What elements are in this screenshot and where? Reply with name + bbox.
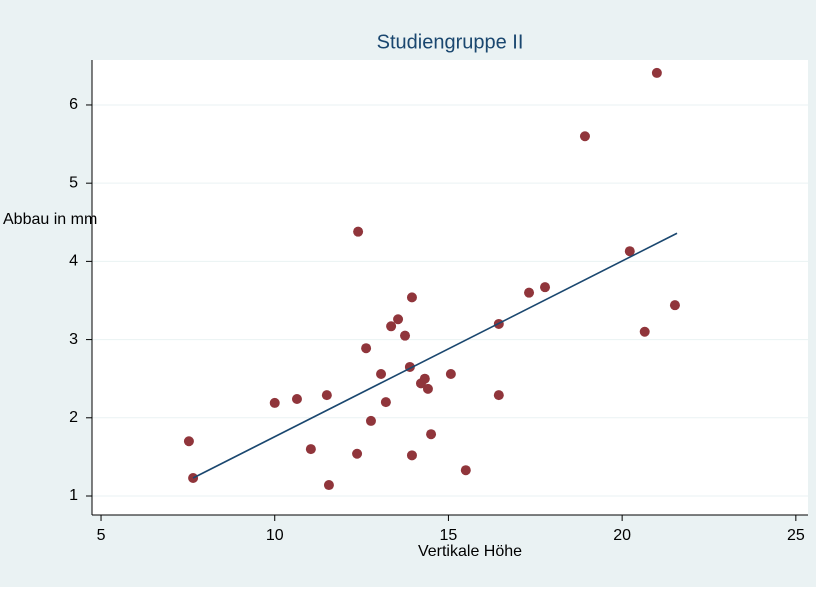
point [419, 373, 430, 384]
point [291, 394, 302, 405]
point [269, 397, 280, 408]
point [669, 300, 680, 311]
point [361, 343, 372, 354]
point [365, 415, 376, 426]
point [524, 287, 535, 298]
point [353, 226, 364, 237]
chart-title: Studiengruppe II [377, 31, 524, 53]
x-tick-label: 10 [266, 527, 284, 544]
point [426, 429, 437, 440]
point [352, 448, 363, 459]
y-tick-label: 6 [69, 96, 78, 113]
y-tick-label: 2 [69, 409, 78, 426]
point [376, 368, 387, 379]
point [651, 67, 662, 78]
point [406, 450, 417, 461]
point [460, 465, 471, 476]
point [183, 436, 194, 447]
plot-area [92, 60, 808, 515]
y-tick-label: 4 [69, 253, 78, 270]
x-axis-label: Vertikale Höhe [418, 543, 522, 560]
fit-line [192, 232, 678, 479]
point [400, 330, 411, 341]
point [323, 480, 334, 491]
x-tick-label: 20 [613, 527, 631, 544]
point [624, 246, 635, 257]
point [579, 131, 590, 142]
point [639, 326, 650, 337]
x-tick-label: 5 [97, 527, 106, 544]
point [386, 321, 397, 332]
point [393, 314, 404, 325]
point [540, 282, 551, 293]
point [321, 390, 332, 401]
point [493, 390, 504, 401]
point [406, 292, 417, 303]
point [305, 444, 316, 455]
y-tick-label: 5 [69, 174, 78, 191]
y-axis-label: Abbau in mm [3, 211, 97, 228]
y-tick-label: 1 [69, 487, 78, 504]
point [380, 397, 391, 408]
y-tick-label: 3 [69, 331, 78, 348]
x-tick-label: 25 [787, 527, 805, 544]
x-tick-label: 15 [440, 527, 458, 544]
point [422, 383, 433, 394]
point [445, 368, 456, 379]
